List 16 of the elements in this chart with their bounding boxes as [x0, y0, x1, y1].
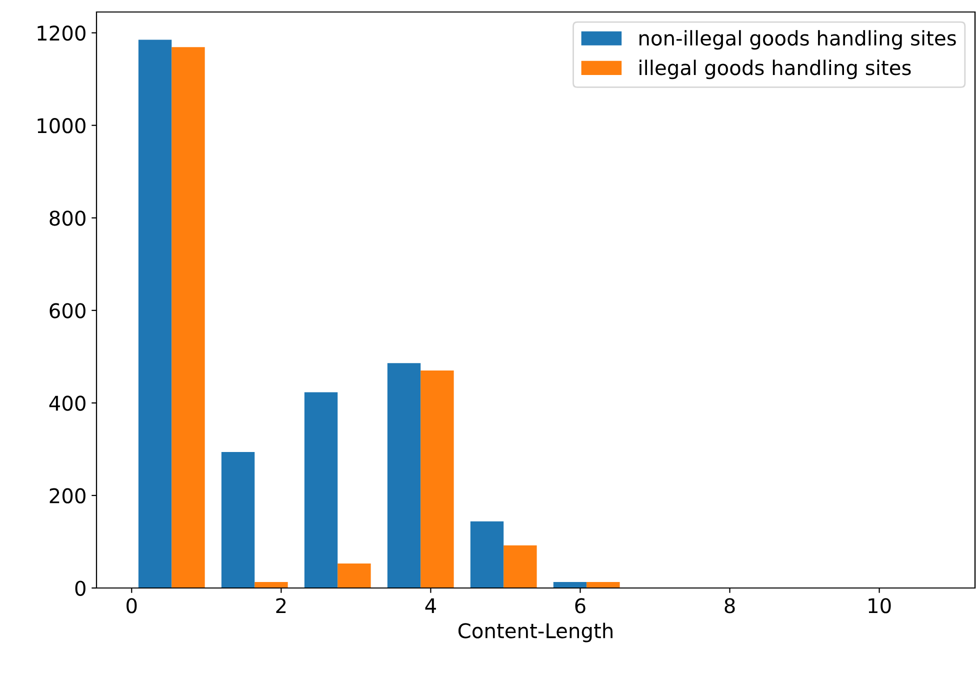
- legend-label: illegal goods handling sites: [640, 60, 911, 80]
- y-tick-label: 0: [75, 580, 86, 596]
- y-tick-label: 800: [50, 210, 86, 226]
- x-tick-label: 8: [724, 598, 735, 614]
- y-tick-label: 200: [50, 488, 86, 504]
- x-tick-label: 2: [276, 598, 286, 614]
- x-axis-title: Content-Length: [458, 622, 612, 642]
- y-tick-label: 1200: [38, 26, 86, 41]
- x-tick-label: 6: [575, 598, 586, 614]
- x-tick-label: 10: [868, 598, 891, 614]
- y-tick-label: 600: [50, 303, 86, 318]
- x-tick-label: 0: [126, 598, 137, 614]
- y-tick-label: 400: [49, 396, 86, 411]
- legend-label: non-illegal goods handling sites: [640, 30, 956, 50]
- y-tick-label: 1000: [38, 118, 86, 134]
- x-tick-label: 4: [425, 598, 436, 614]
